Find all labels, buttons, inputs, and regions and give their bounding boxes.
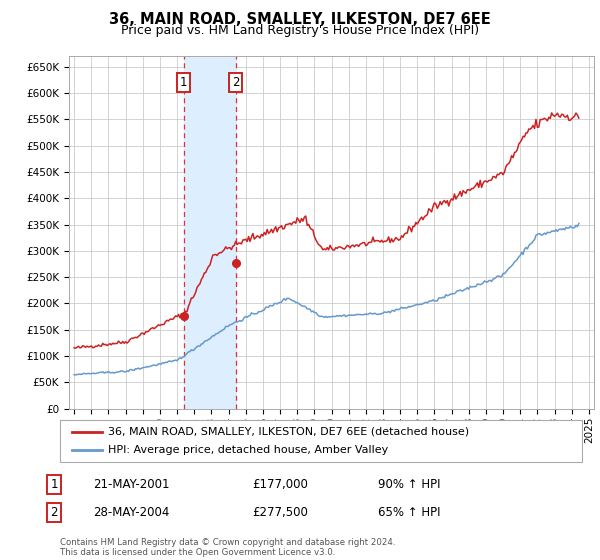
Text: Contains HM Land Registry data © Crown copyright and database right 2024.
This d: Contains HM Land Registry data © Crown c… xyxy=(60,538,395,557)
Text: Price paid vs. HM Land Registry's House Price Index (HPI): Price paid vs. HM Land Registry's House … xyxy=(121,24,479,36)
Text: 1: 1 xyxy=(180,76,187,89)
Text: £177,000: £177,000 xyxy=(252,478,308,491)
Text: £277,500: £277,500 xyxy=(252,506,308,519)
Text: 90% ↑ HPI: 90% ↑ HPI xyxy=(378,478,440,491)
Text: 28-MAY-2004: 28-MAY-2004 xyxy=(93,506,169,519)
Text: HPI: Average price, detached house, Amber Valley: HPI: Average price, detached house, Ambe… xyxy=(108,445,388,455)
Text: 2: 2 xyxy=(232,76,239,89)
Text: 36, MAIN ROAD, SMALLEY, ILKESTON, DE7 6EE: 36, MAIN ROAD, SMALLEY, ILKESTON, DE7 6E… xyxy=(109,12,491,27)
Bar xyxy=(184,56,236,409)
Text: 36, MAIN ROAD, SMALLEY, ILKESTON, DE7 6EE (detached house): 36, MAIN ROAD, SMALLEY, ILKESTON, DE7 6E… xyxy=(108,427,469,437)
Text: 1: 1 xyxy=(50,478,58,491)
Text: 21-MAY-2001: 21-MAY-2001 xyxy=(93,478,170,491)
Text: 65% ↑ HPI: 65% ↑ HPI xyxy=(378,506,440,519)
Text: 2: 2 xyxy=(50,506,58,519)
